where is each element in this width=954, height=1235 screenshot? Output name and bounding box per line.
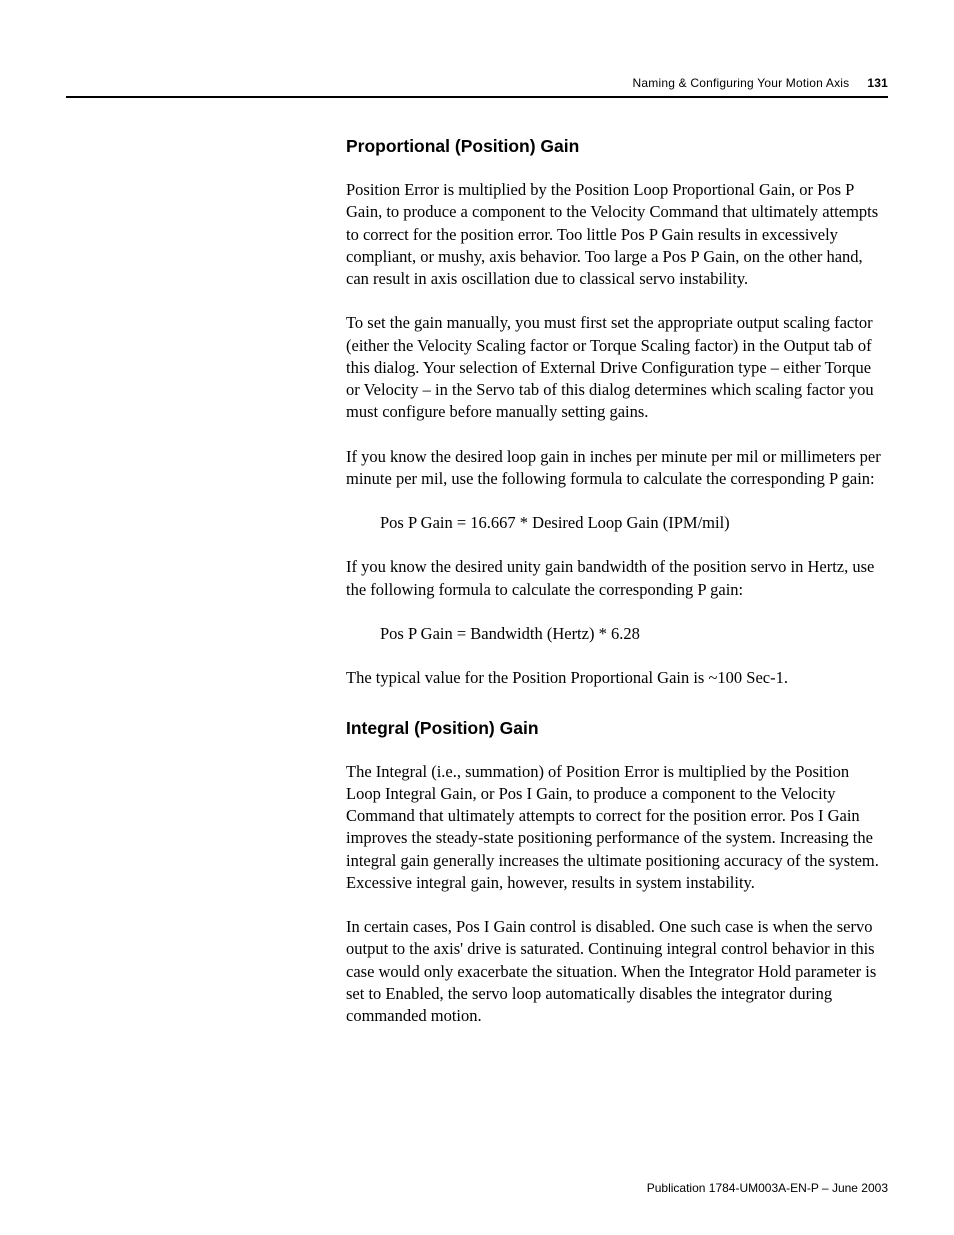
page-number: 131 <box>867 76 888 90</box>
formula: Pos P Gain = Bandwidth (Hertz) * 6.28 <box>380 623 888 645</box>
content-column: Proportional (Position) Gain Position Er… <box>346 136 888 1049</box>
paragraph: The typical value for the Position Propo… <box>346 667 888 689</box>
heading-integral-gain: Integral (Position) Gain <box>346 718 888 739</box>
paragraph: To set the gain manually, you must first… <box>346 312 888 423</box>
paragraph: In certain cases, Pos I Gain control is … <box>346 916 888 1027</box>
page: Naming & Configuring Your Motion Axis 13… <box>0 0 954 1235</box>
heading-proportional-gain: Proportional (Position) Gain <box>346 136 888 157</box>
running-header: Naming & Configuring Your Motion Axis 13… <box>66 76 888 90</box>
formula: Pos P Gain = 16.667 * Desired Loop Gain … <box>380 512 888 534</box>
footer-publication: Publication 1784-UM003A-EN-P – June 2003 <box>647 1181 888 1195</box>
chapter-title: Naming & Configuring Your Motion Axis <box>633 76 850 90</box>
paragraph: Position Error is multiplied by the Posi… <box>346 179 888 290</box>
paragraph: The Integral (i.e., summation) of Positi… <box>346 761 888 895</box>
paragraph: If you know the desired loop gain in inc… <box>346 446 888 491</box>
header-rule <box>66 96 888 98</box>
paragraph: If you know the desired unity gain bandw… <box>346 556 888 601</box>
